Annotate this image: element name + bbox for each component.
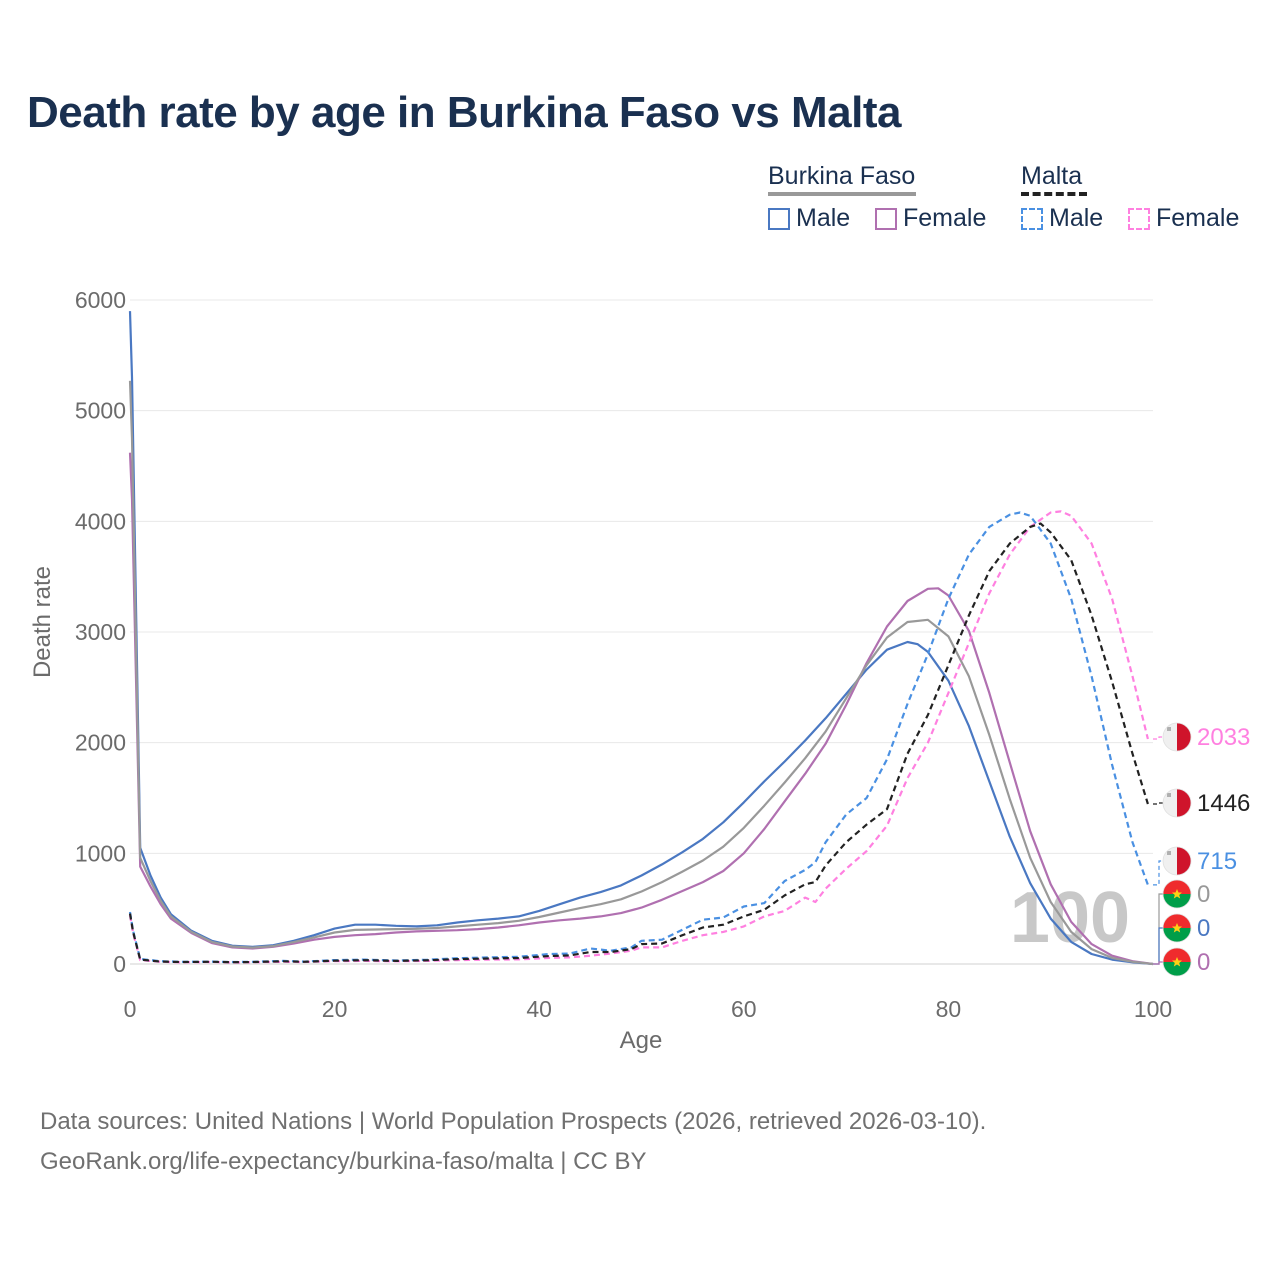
- series-lines: [128, 311, 1154, 966]
- legend-swatch-bf-female: [875, 207, 897, 230]
- footer-link[interactable]: GeoRank.org/life-expectancy/burkina-faso…: [40, 1148, 647, 1175]
- x-tick-label: 40: [526, 996, 552, 1022]
- malta-flag-icon: [1162, 788, 1192, 818]
- y-axis-label: Death rate: [29, 566, 56, 678]
- end-value-label: 0: [1197, 949, 1210, 976]
- gridlines: [130, 299, 1153, 965]
- end-value-label: 0: [1197, 881, 1210, 908]
- y-tick-label: 6000: [75, 287, 126, 313]
- legend-label-mt-female: Female: [1156, 204, 1240, 232]
- x-axis-label: Age: [620, 1027, 663, 1054]
- legend-group-malta: Malta: [1021, 162, 1083, 190]
- end-label-connector: [1153, 860, 1165, 886]
- end-value-label: 0: [1197, 915, 1210, 942]
- x-tick-label: 60: [731, 996, 757, 1022]
- y-tick-label: 4000: [75, 508, 126, 534]
- legend-underline-burkina-faso: [768, 192, 916, 196]
- legend-item-bf-female[interactable]: Female: [875, 204, 986, 233]
- burkina-faso-flag-icon: [1162, 879, 1192, 909]
- malta-flag-icon: [1162, 722, 1192, 752]
- end-label-connector: [1153, 961, 1165, 965]
- legend-item-mt-female[interactable]: Female: [1128, 204, 1239, 233]
- x-tick-label: 0: [124, 996, 137, 1022]
- footer-source: Data sources: United Nations | World Pop…: [40, 1108, 987, 1135]
- y-tick-label: 2000: [75, 730, 126, 756]
- x-tick-label: 20: [322, 996, 348, 1022]
- legend-item-mt-male[interactable]: Male: [1021, 204, 1103, 233]
- legend-label-mt-male: Male: [1049, 204, 1104, 232]
- legend-label-bf-male: Male: [796, 204, 851, 232]
- legend-swatch-bf-male: [768, 207, 790, 230]
- chart-title: Death rate by age in Burkina Faso vs Mal…: [27, 88, 901, 137]
- legend-swatch-mt-male: [1021, 207, 1043, 230]
- y-tick-label: 1000: [75, 840, 126, 866]
- series-line-malta-female[interactable]: [128, 510, 1149, 964]
- end-label-connector: [1153, 736, 1165, 740]
- end-value-label: 2033: [1197, 724, 1250, 751]
- legend-label-bf-female: Female: [903, 204, 987, 232]
- series-line-burkina-faso-female[interactable]: [128, 452, 1154, 966]
- legend-underline-malta: [1021, 192, 1087, 196]
- end-value-label: 715: [1197, 848, 1237, 875]
- x-tick-label: 80: [936, 996, 962, 1022]
- legend-swatch-mt-female: [1128, 207, 1150, 230]
- series-line-burkina-faso-total[interactable]: [128, 380, 1154, 966]
- malta-flag-icon: [1162, 846, 1192, 876]
- axes: 0 1000 2000 3000 4000 5000 6000 0 20 40 60 80 100: [75, 287, 1172, 1022]
- y-tick-label: 3000: [75, 619, 126, 645]
- y-tick-label: 5000: [75, 398, 126, 424]
- series-line-malta-male[interactable]: [128, 511, 1149, 964]
- burkina-faso-flag-icon: [1162, 913, 1192, 943]
- y-tick-label: 0: [113, 951, 126, 977]
- burkina-faso-flag-icon: [1162, 947, 1192, 977]
- legend-group-burkina-faso: Burkina Faso: [768, 162, 916, 190]
- end-labels: 2033 1446 715 0 0 0: [1153, 722, 1250, 977]
- end-value-label: 1446: [1197, 790, 1250, 817]
- legend-item-bf-male[interactable]: Male: [768, 204, 850, 233]
- series-line-malta-total[interactable]: [128, 522, 1149, 964]
- series-line-burkina-faso-male[interactable]: [128, 311, 1154, 966]
- x-tick-label: 100: [1134, 996, 1172, 1022]
- end-label-connector: [1153, 802, 1165, 805]
